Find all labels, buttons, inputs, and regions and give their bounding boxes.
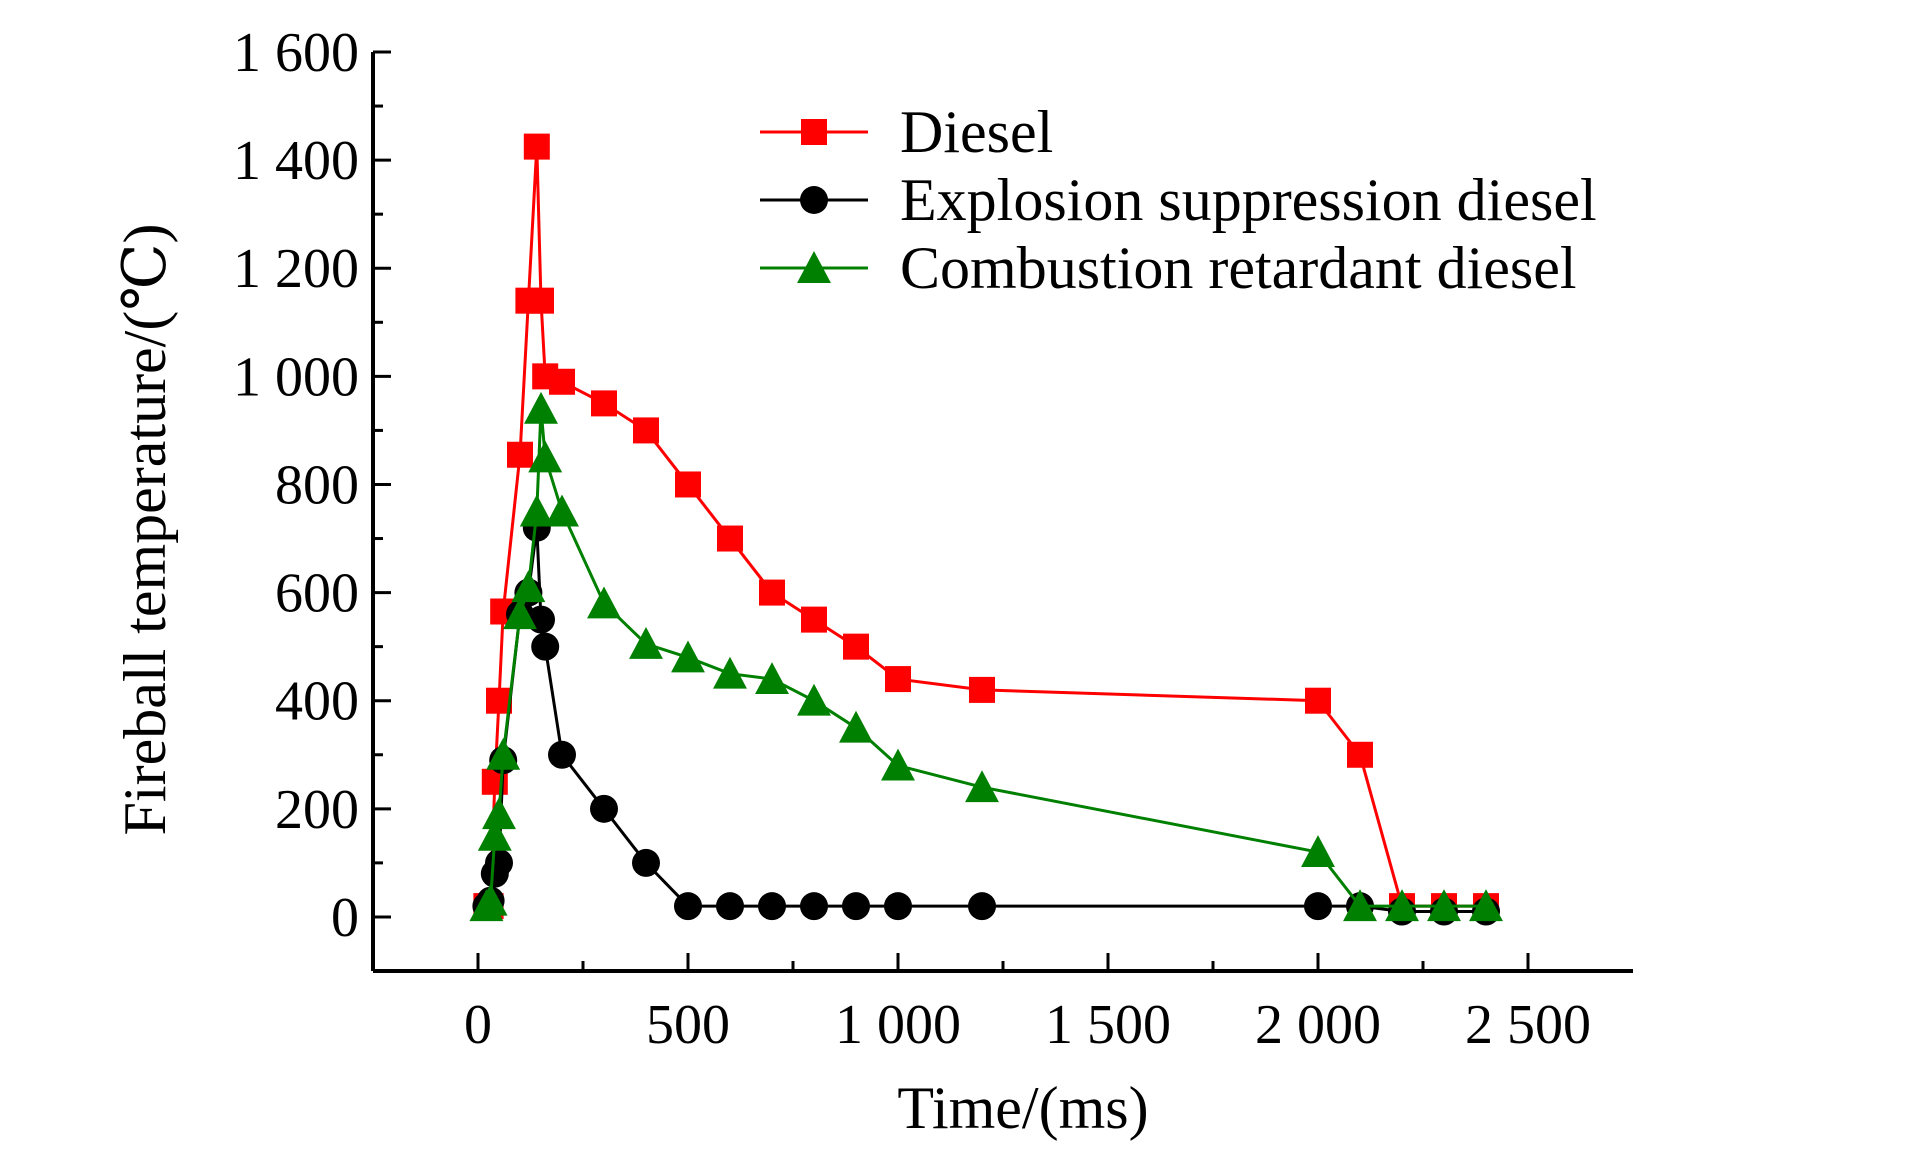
data-point-diesel (633, 417, 659, 444)
data-point-combustion-retardant-diesel (881, 748, 915, 781)
data-point-combustion-retardant-diesel (671, 640, 705, 673)
data-point-combustion-retardant-diesel (477, 818, 512, 851)
x-tick-label: 0 (464, 994, 492, 1056)
data-point-diesel (759, 579, 785, 606)
data-point-explosion-suppression-diesel (758, 892, 786, 921)
legend-marker (800, 186, 828, 214)
data-point-combustion-retardant-diesel (511, 570, 546, 603)
data-point-combustion-retardant-diesel (1301, 835, 1335, 868)
data-point-diesel (969, 676, 995, 703)
data-point-explosion-suppression-diesel (531, 632, 560, 661)
data-point-diesel (1305, 687, 1331, 714)
data-point-combustion-retardant-diesel (1427, 889, 1461, 922)
legend-label: Combustion retardant diesel (900, 235, 1577, 301)
y-tick-label: 1 600 (233, 22, 359, 84)
x-tick-label: 2 000 (1255, 994, 1381, 1056)
y-tick-label: 0 (331, 887, 359, 949)
data-point-diesel (885, 666, 911, 693)
data-point-diesel (717, 525, 743, 552)
data-point-diesel (523, 133, 550, 160)
data-point-combustion-retardant-diesel (503, 597, 537, 630)
legend-item-combustion-retardant-diesel: Combustion retardant diesel (760, 235, 1577, 301)
data-point-combustion-retardant-diesel (1343, 889, 1377, 922)
y-tick-label: 600 (275, 563, 359, 625)
legend-marker (797, 251, 831, 283)
data-point-combustion-retardant-diesel (1385, 889, 1419, 922)
data-point-diesel (843, 633, 869, 660)
x-axis-label: Time/(ms) (897, 1075, 1148, 1141)
data-point-diesel (591, 390, 617, 417)
data-point-diesel (528, 287, 554, 314)
y-tick-label: 400 (275, 671, 359, 733)
data-point-diesel (801, 606, 827, 633)
data-point-combustion-retardant-diesel (755, 662, 789, 695)
x-tick-label: 2 500 (1465, 994, 1591, 1056)
y-tick-label: 800 (275, 454, 359, 516)
legend-marker (801, 119, 827, 145)
data-point-combustion-retardant-diesel (1469, 889, 1503, 922)
x-tick-label: 1 500 (1045, 994, 1171, 1056)
data-point-combustion-retardant-diesel (965, 770, 999, 803)
data-point-diesel (1347, 741, 1373, 768)
data-point-explosion-suppression-diesel (716, 892, 744, 921)
data-point-explosion-suppression-diesel (590, 794, 618, 823)
y-tick-label: 1 000 (233, 346, 359, 408)
data-point-diesel (549, 368, 575, 395)
x-tick-label: 1 000 (835, 994, 961, 1056)
data-point-combustion-retardant-diesel (524, 391, 558, 424)
data-point-explosion-suppression-diesel (800, 892, 828, 921)
axes: 0 500 1 000 1 500 2 000 2 500 0 200 400 600 800 1 0… (233, 22, 1633, 1056)
data-point-combustion-retardant-diesel (545, 494, 579, 527)
y-tick-label: 200 (275, 779, 359, 841)
data-point-combustion-retardant-diesel (629, 626, 663, 659)
data-point-explosion-suppression-diesel (632, 848, 660, 877)
data-point-explosion-suppression-diesel (1304, 892, 1332, 921)
data-point-explosion-suppression-diesel (485, 848, 513, 877)
legend-label: Diesel (900, 99, 1053, 165)
data-point-explosion-suppression-diesel (674, 892, 702, 921)
data-point-diesel (675, 471, 701, 498)
legend-item-explosion-suppression-diesel: Explosion suppression diesel (760, 167, 1597, 233)
data-point-explosion-suppression-diesel (842, 892, 870, 921)
series-combustion-retardant-diesel (469, 391, 1503, 922)
data-point-combustion-retardant-diesel (519, 494, 554, 527)
data-point-combustion-retardant-diesel (797, 683, 831, 716)
data-point-combustion-retardant-diesel (473, 883, 508, 916)
series-layer (469, 133, 1503, 926)
data-point-combustion-retardant-diesel (482, 797, 516, 830)
data-point-combustion-retardant-diesel (839, 710, 873, 743)
data-point-explosion-suppression-diesel (968, 892, 996, 921)
data-point-combustion-retardant-diesel (486, 737, 521, 770)
legend-item-diesel: Diesel (760, 99, 1053, 165)
legend-label: Explosion suppression diesel (900, 167, 1597, 233)
data-point-combustion-retardant-diesel (587, 586, 621, 619)
y-tick-label: 1 200 (233, 238, 359, 300)
data-point-explosion-suppression-diesel (884, 892, 912, 921)
series-explosion-suppression-diesel (472, 513, 1500, 926)
y-axis-label: Fireball temperature/(℃) (112, 224, 178, 836)
data-point-diesel (507, 441, 533, 468)
y-tick-label: 1 400 (233, 130, 359, 192)
data-point-combustion-retardant-diesel (713, 656, 747, 689)
data-point-combustion-retardant-diesel (528, 440, 563, 473)
x-tick-label: 500 (646, 994, 730, 1056)
data-point-explosion-suppression-diesel (548, 740, 576, 769)
